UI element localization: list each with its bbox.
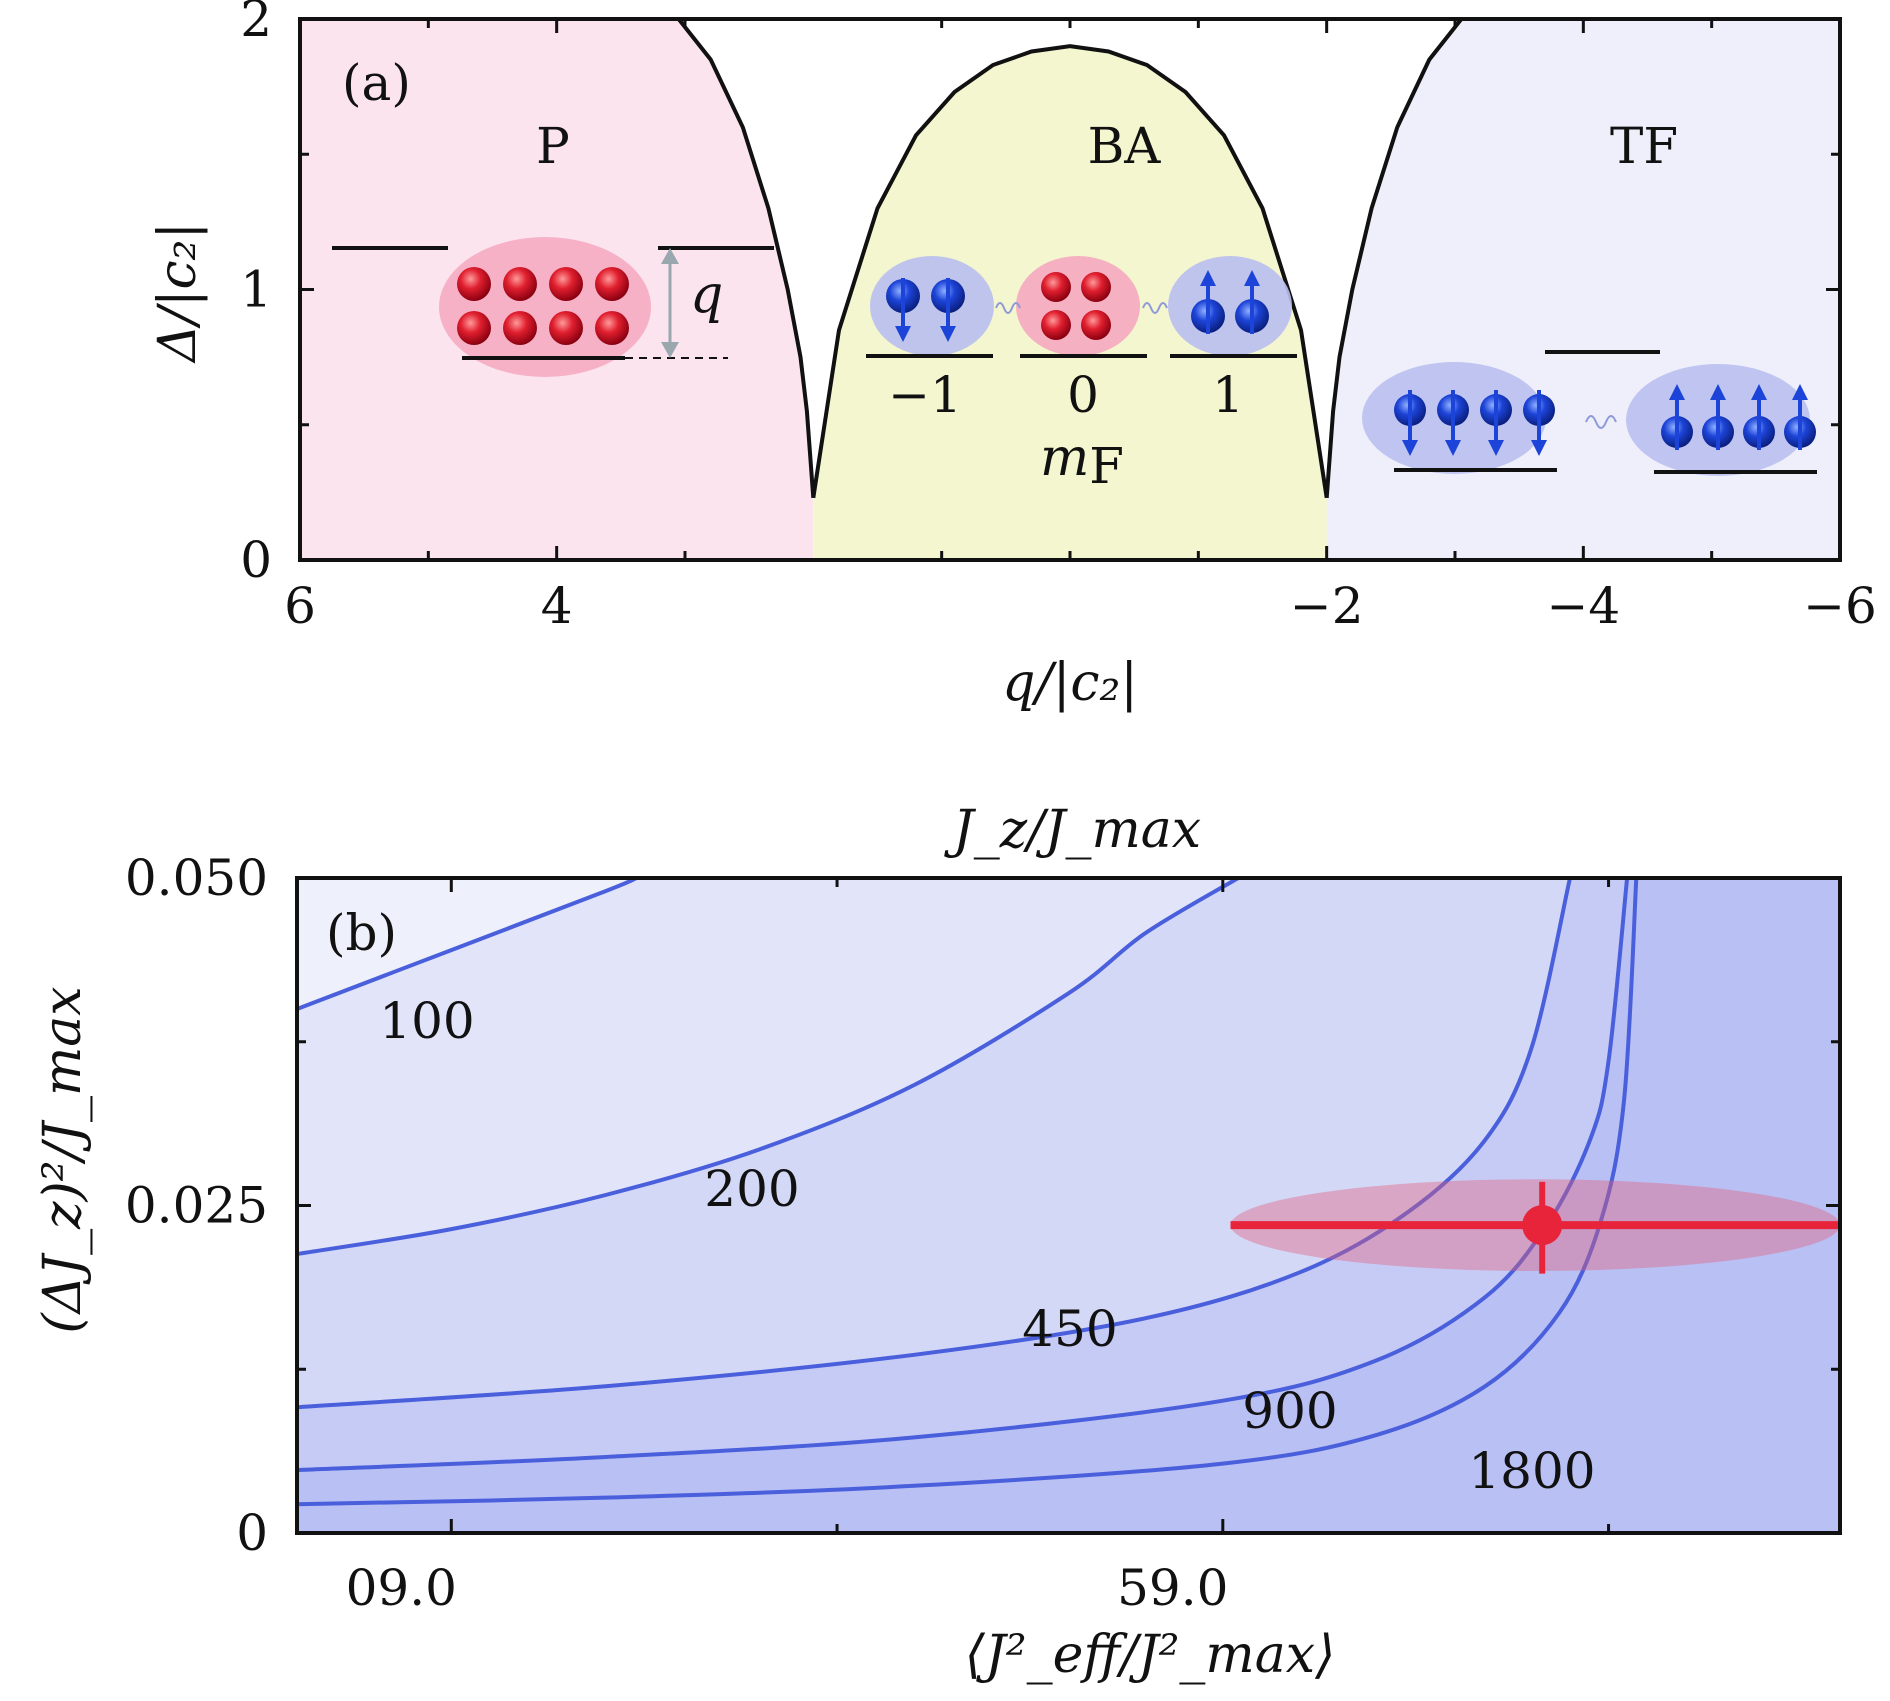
panel-b-data-point [1230, 1179, 1840, 1274]
y-tick-label: 2 [240, 0, 272, 48]
panel-b-series [297, 878, 1639, 1507]
mf-axis-label: mF [1040, 428, 1124, 495]
x-tick-label: 09.0 [346, 1559, 457, 1617]
x-tick-label: 6 [284, 577, 316, 635]
contour-label-450: 450 [1022, 1300, 1117, 1358]
left-white-gap [678, 19, 1070, 498]
contour-line-900 [297, 878, 1630, 1473]
phase-label-tf: TF [1610, 117, 1678, 175]
contour-label-1800: 1800 [1468, 1442, 1595, 1500]
contour-label-200: 200 [704, 1160, 799, 1218]
panel-b-top-xlabel: J_z/J_max [944, 800, 1201, 860]
panel-b-ylabel: (ΔJ_z)²/J_max [33, 986, 93, 1333]
q-arrow [661, 248, 679, 358]
x-tick-label: 59.0 [1117, 1559, 1228, 1617]
tf-spin-down-atoms [1394, 390, 1555, 456]
spin-down-atoms [886, 278, 965, 342]
x-tick-label: −6 [1803, 577, 1877, 635]
panel-b-xlabel: ⟨J²_eff/J²_max⟩ [965, 1625, 1336, 1685]
mf-value-minus1: −1 [888, 366, 962, 424]
phase-label-p: P [536, 117, 570, 175]
panel-b-label: (b) [326, 904, 397, 962]
panel-b-axes: 0 0.025 0.050 09.0 59.0 [125, 849, 1840, 1617]
ba-phase-inset: −1 0 1 mF [866, 256, 1297, 495]
mf0-atoms [1041, 272, 1111, 340]
x-tick-label: −2 [1290, 577, 1364, 635]
red-atoms [457, 267, 629, 345]
panel-a-xlabel: q/|c₂| [1002, 653, 1138, 713]
contour-line-200 [297, 878, 1240, 1256]
panel-a-label: (a) [342, 54, 411, 112]
x-tick-label: 4 [541, 577, 573, 635]
gap-curve-right-branch [1324, 19, 1463, 498]
panel-a-ylabel: Δ/|c₂| [148, 222, 208, 364]
panel-a-axes: 6 4 −2 −4 −6 0 1 2 [240, 0, 1877, 635]
contour-line-450 [297, 878, 1572, 1410]
contour-label-900: 900 [1242, 1382, 1337, 1440]
spin-up-atoms [1191, 270, 1269, 334]
y-tick-label: 0.050 [125, 849, 268, 907]
right-white-gap [1070, 19, 1462, 498]
contour-label-100: 100 [379, 992, 474, 1050]
y-tick-label: 0 [240, 531, 272, 589]
mf-value-1: 1 [1212, 366, 1244, 424]
contour-line-100 [297, 878, 638, 1011]
gap-curve-left-branch [677, 19, 816, 498]
y-tick-label: 1 [240, 261, 272, 319]
gap-curve-dome [811, 44, 1329, 499]
p-phase-inset: q [332, 237, 774, 377]
mf-value-0: 0 [1067, 366, 1099, 424]
phase-label-ba: BA [1088, 117, 1162, 175]
y-tick-label: 0.025 [125, 1177, 268, 1235]
tf-spin-up-atoms [1661, 384, 1816, 450]
data-point [1522, 1205, 1563, 1246]
x-tick-label: −4 [1546, 577, 1620, 635]
region-above-200 [297, 878, 1239, 1254]
panel-a: q [148, 0, 1877, 713]
tf-phase-inset [1362, 350, 1817, 476]
q-arrow-label: q [690, 265, 723, 325]
y-tick-label: 0 [236, 1504, 268, 1562]
contour-line-1800 [297, 878, 1639, 1507]
